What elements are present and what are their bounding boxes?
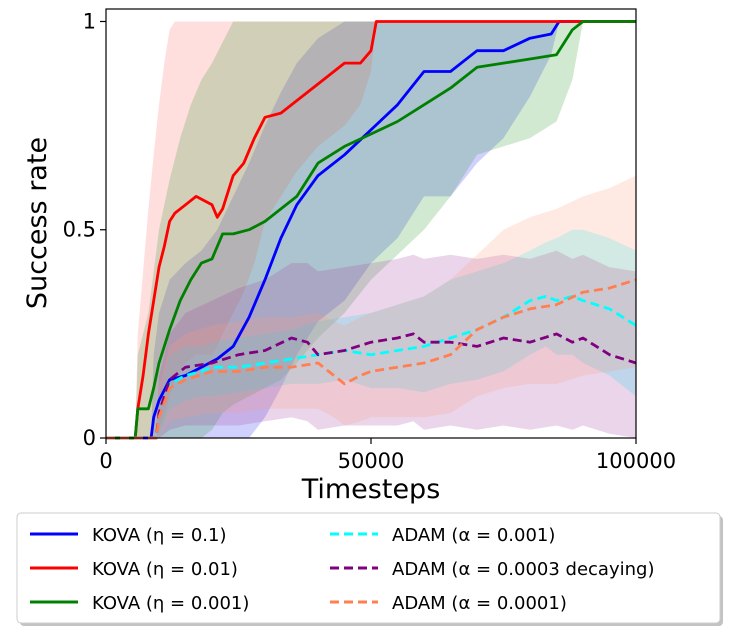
band-series-2 <box>106 21 636 438</box>
legend-label-6: ADAM (α = 0.0001) <box>392 593 567 614</box>
x-tick-label: 100000 <box>596 449 676 473</box>
x-axis: 0 50000 100000 <box>99 438 676 473</box>
x-axis-title: Timesteps <box>301 474 441 505</box>
legend-label-3: KOVA (η = 0.001) <box>92 593 249 614</box>
line-series-3 <box>106 20 636 440</box>
x-tick-label: 50000 <box>338 449 405 473</box>
legend-label-5: ADAM (α = 0.0003 decaying) <box>392 559 654 580</box>
line-series-5 <box>106 332 637 440</box>
x-tick-label: 0 <box>99 449 112 473</box>
y-tick-label: 1 <box>83 9 96 33</box>
legend-label-2: KOVA (η = 0.01) <box>92 559 238 580</box>
y-tick-label: 0 <box>83 426 96 450</box>
legend-items: KOVA (η = 0.1) KOVA (η = 0.01) KOVA (η = 0… <box>30 525 654 614</box>
band-series-5 <box>106 250 636 438</box>
series-lines <box>106 20 637 440</box>
legend-box <box>16 512 721 624</box>
line-series-4 <box>106 295 637 440</box>
line-series-2 <box>106 20 636 440</box>
y-tick-label: 0.5 <box>63 218 96 242</box>
legend-label-4: ADAM (α = 0.001) <box>392 525 555 546</box>
legend: KOVA (η = 0.1) KOVA (η = 0.01) KOVA (η = 0… <box>16 512 723 626</box>
band-series-4 <box>106 229 636 438</box>
y-axis-title: Success rate <box>22 137 53 309</box>
legend-label-1: KOVA (η = 0.1) <box>92 525 226 546</box>
y-axis: 00.51 <box>63 9 106 450</box>
line-series-6 <box>106 278 637 440</box>
